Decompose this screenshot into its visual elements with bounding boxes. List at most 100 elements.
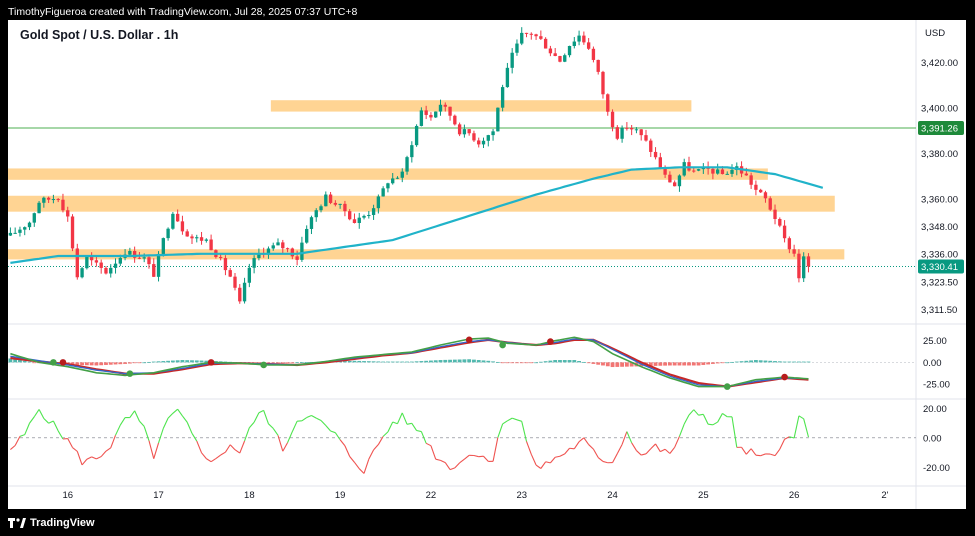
candle-body — [682, 162, 686, 176]
candle-body — [400, 171, 404, 178]
oscillator-segment — [660, 448, 666, 453]
candle-body — [438, 104, 443, 112]
oscillator-segment — [406, 422, 412, 425]
time-tick-label: 26 — [789, 490, 800, 501]
macd-histogram-bar — [472, 359, 476, 363]
oscillator-segment — [387, 421, 394, 433]
candle-body — [663, 168, 667, 175]
macd-histogram-bar — [266, 362, 271, 364]
candle-body — [228, 270, 232, 277]
candle-body — [601, 71, 605, 95]
macd-histogram-bar — [338, 361, 343, 363]
candle-body — [209, 239, 213, 251]
oscillator-segment — [760, 453, 766, 457]
macd-tick-label: 25.00 — [923, 336, 947, 347]
macd-histogram-bar — [32, 362, 37, 364]
oscillator-segment — [358, 468, 365, 474]
oscillator-segment — [483, 455, 489, 462]
oscillator-segment — [52, 420, 59, 432]
candle-body — [343, 203, 347, 212]
macd-histogram-bar — [80, 362, 84, 366]
candle-body — [99, 262, 103, 268]
candle-body — [730, 169, 734, 174]
oscillator-segment — [330, 430, 336, 434]
oscillator-segment — [741, 446, 747, 455]
macd-histogram-bar — [467, 359, 472, 363]
candle-body — [376, 196, 381, 209]
macd-histogram-bar — [462, 359, 467, 363]
oscillator-segment — [67, 438, 74, 448]
oscillator-segment — [708, 423, 713, 426]
oscillator-segment — [731, 416, 738, 448]
candle-body — [328, 194, 333, 203]
oscillator-segment — [449, 467, 456, 471]
oscillator-segment — [507, 417, 513, 422]
macd-bear-cross-marker — [59, 359, 67, 366]
candle-body — [367, 214, 371, 216]
candle-body — [797, 253, 801, 279]
macd-histogram-bar — [596, 362, 601, 365]
candle-body — [500, 87, 505, 108]
oscillator-segment — [134, 410, 140, 422]
candle-body — [639, 129, 643, 136]
macd-histogram-bar — [773, 361, 777, 363]
oscillator-segment — [29, 416, 35, 424]
macd-bull-cross-marker — [50, 359, 57, 366]
candle-body — [410, 145, 414, 158]
chart-canvas[interactable]: USD 3,420.00 3,400.00 3,380.00 3,360.00 3,348… — [8, 20, 966, 509]
candle-body — [152, 264, 156, 277]
oscillator-segment — [641, 453, 647, 456]
oscillator-segment — [578, 437, 585, 443]
macd-histogram-bar — [672, 362, 677, 366]
macd-histogram-bar — [730, 361, 734, 363]
oscillator-segment — [139, 420, 145, 427]
macd-histogram-bar — [801, 361, 806, 363]
candle-body — [782, 225, 787, 239]
macd-histogram-bar — [524, 362, 529, 364]
candle-body — [386, 183, 390, 189]
oscillator-segment — [569, 447, 575, 450]
oscillator-segment — [239, 440, 246, 454]
oscillator-segment — [420, 431, 427, 444]
oscillator-segment — [38, 409, 45, 419]
candle-body — [109, 267, 113, 274]
oscillator-segment — [459, 458, 465, 464]
macd-histogram-bar — [347, 360, 352, 363]
macd-histogram-bar — [481, 360, 486, 363]
oscillator-segment — [48, 420, 54, 424]
candle-body — [180, 221, 185, 232]
macd-histogram-bar — [190, 360, 194, 363]
macd-histogram-bar — [104, 362, 108, 365]
macd-histogram-bar — [687, 362, 691, 366]
macd-histogram-bar — [343, 361, 347, 363]
macd-histogram-bar — [691, 362, 696, 366]
oscillator-segment — [287, 431, 293, 443]
chart-area[interactable]: USD 3,420.00 3,400.00 3,380.00 3,360.00 3,348… — [8, 20, 966, 509]
oscillator-segment — [57, 430, 64, 440]
macd-histogram-bar — [175, 360, 180, 363]
candle-body — [391, 178, 395, 184]
oscillator-segment — [129, 410, 136, 418]
macd-bull-cross-marker — [723, 383, 731, 390]
candle-body — [338, 203, 342, 205]
candle-body — [405, 157, 409, 172]
candle-body — [290, 248, 295, 257]
macd-histogram-bar — [299, 362, 304, 364]
candle-body — [238, 287, 242, 302]
macd-histogram-bar — [381, 361, 386, 363]
oscillator-segment — [167, 412, 174, 419]
macd-histogram-bar — [166, 360, 171, 363]
oscillator-segment — [674, 436, 680, 448]
candle-body — [629, 127, 634, 130]
candle-body — [606, 94, 610, 112]
oscillator-segment — [516, 419, 522, 422]
macd-histogram-bar — [720, 362, 725, 364]
candle-body — [309, 217, 314, 229]
macd-histogram-bar — [515, 362, 519, 364]
candle-body — [348, 211, 352, 220]
candle-body — [118, 257, 122, 264]
oscillator-segment — [401, 412, 408, 425]
candle-body — [156, 253, 161, 277]
oscillator-segment — [588, 444, 594, 450]
macd-histogram-bar — [615, 362, 620, 367]
